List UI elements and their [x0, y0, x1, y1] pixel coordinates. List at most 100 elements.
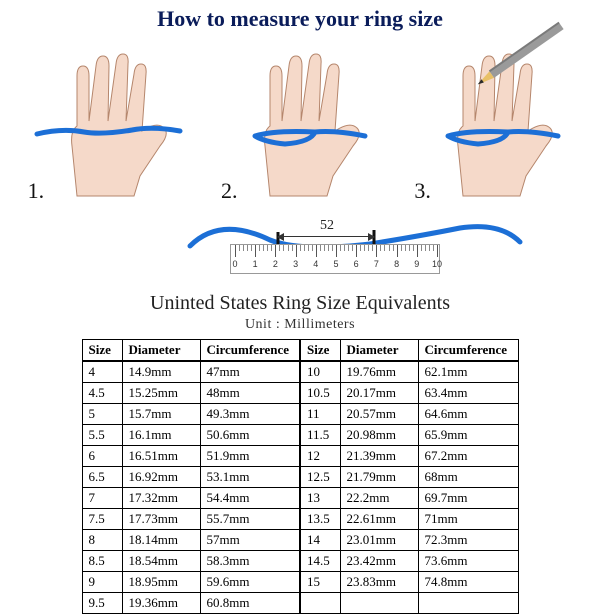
table-cell: 6	[82, 446, 122, 467]
table-cell: 53.1mm	[200, 467, 300, 488]
table-cell: 7.5	[82, 509, 122, 530]
table-cell: 69.7mm	[418, 488, 518, 509]
ruler-label: 8	[394, 259, 399, 269]
table-cell: 12.5	[300, 467, 340, 488]
hand-step3-icon	[408, 36, 578, 206]
table-cell: 18.54mm	[122, 551, 200, 572]
table-header-row: Size Diameter Circumference Size Diamete…	[82, 340, 518, 362]
table-cell: 23.42mm	[340, 551, 418, 572]
th-diameter-1: Diameter	[122, 340, 200, 362]
table-cell: 15	[300, 572, 340, 593]
steps-row: 1. 2. 3.	[0, 36, 600, 206]
table-cell: 22.61mm	[340, 509, 418, 530]
page-title: How to measure your ring size	[0, 0, 600, 32]
table-cell: 57mm	[200, 530, 300, 551]
table-cell: 68mm	[418, 467, 518, 488]
table-cell: 49.3mm	[200, 404, 300, 425]
table-cell: 64.6mm	[418, 404, 518, 425]
table-cell: 18.95mm	[122, 572, 200, 593]
table-cell: 12	[300, 446, 340, 467]
hand-step1-icon	[22, 36, 192, 206]
table-cell: 72.3mm	[418, 530, 518, 551]
table-cell: 16.1mm	[122, 425, 200, 446]
table-cell: 4.5	[82, 383, 122, 404]
table-cell: 65.9mm	[418, 425, 518, 446]
table-row: 8.518.54mm58.3mm14.523.42mm73.6mm	[82, 551, 518, 572]
table-cell: 62.1mm	[418, 361, 518, 383]
table-cell: 67.2mm	[418, 446, 518, 467]
table-cell: 19.76mm	[340, 361, 418, 383]
ruler-label: 5	[333, 259, 338, 269]
step-2: 2.	[215, 36, 385, 206]
table-row: 818.14mm57mm1423.01mm72.3mm	[82, 530, 518, 551]
ruler-label: 6	[354, 259, 359, 269]
th-diameter-2: Diameter	[340, 340, 418, 362]
table-cell: 6.5	[82, 467, 122, 488]
table-cell: 23.83mm	[340, 572, 418, 593]
table-row: 5.516.1mm50.6mm11.520.98mm65.9mm	[82, 425, 518, 446]
size-table: Size Diameter Circumference Size Diamete…	[82, 339, 519, 614]
table-cell: 8	[82, 530, 122, 551]
table-cell: 13.5	[300, 509, 340, 530]
table-cell: 5.5	[82, 425, 122, 446]
table-row: 717.32mm54.4mm1322.2mm69.7mm	[82, 488, 518, 509]
measure-value: 52	[320, 218, 334, 234]
table-cell	[418, 593, 518, 614]
th-circumference-1: Circumference	[200, 340, 300, 362]
table-cell: 23.01mm	[340, 530, 418, 551]
table-cell: 21.79mm	[340, 467, 418, 488]
table-cell: 19.36mm	[122, 593, 200, 614]
ruler-icon: 012345678910	[230, 244, 440, 274]
table-title: Uninted States Ring Size Equivalents	[0, 292, 600, 315]
ruler-label: 0	[232, 259, 237, 269]
table-cell: 73.6mm	[418, 551, 518, 572]
table-row: 6.516.92mm53.1mm12.521.79mm68mm	[82, 467, 518, 488]
table-cell: 47mm	[200, 361, 300, 383]
table-row: 918.95mm59.6mm1523.83mm74.8mm	[82, 572, 518, 593]
table-row: 9.519.36mm60.8mm	[82, 593, 518, 614]
table-cell: 63.4mm	[418, 383, 518, 404]
th-circumference-2: Circumference	[418, 340, 518, 362]
table-row: 414.9mm47mm1019.76mm62.1mm	[82, 361, 518, 383]
table-row: 7.517.73mm55.7mm13.522.61mm71mm	[82, 509, 518, 530]
step-3-label: 3.	[414, 178, 431, 204]
table-cell: 58.3mm	[200, 551, 300, 572]
ruler-label: 2	[273, 259, 278, 269]
ruler-section: 52 012345678910	[0, 208, 600, 288]
table-cell: 20.57mm	[340, 404, 418, 425]
table-cell: 14.9mm	[122, 361, 200, 383]
table-cell: 10.5	[300, 383, 340, 404]
table-cell: 18.14mm	[122, 530, 200, 551]
ruler-label: 3	[293, 259, 298, 269]
table-cell: 71mm	[418, 509, 518, 530]
table-cell: 59.6mm	[200, 572, 300, 593]
table-row: 616.51mm51.9mm1221.39mm67.2mm	[82, 446, 518, 467]
table-cell: 15.25mm	[122, 383, 200, 404]
table-cell: 13	[300, 488, 340, 509]
table-cell: 14	[300, 530, 340, 551]
table-cell: 10	[300, 361, 340, 383]
table-cell: 9.5	[82, 593, 122, 614]
step-1: 1.	[22, 36, 192, 206]
table-cell: 22.2mm	[340, 488, 418, 509]
table-cell: 5	[82, 404, 122, 425]
table-cell: 60.8mm	[200, 593, 300, 614]
table-cell: 7	[82, 488, 122, 509]
table-cell: 11.5	[300, 425, 340, 446]
table-cell: 9	[82, 572, 122, 593]
measure-arrow-icon	[278, 236, 374, 237]
step-1-label: 1.	[28, 178, 45, 204]
table-unit: Unit : Millimeters	[0, 317, 600, 333]
table-cell: 21.39mm	[340, 446, 418, 467]
table-cell	[340, 593, 418, 614]
table-cell: 54.4mm	[200, 488, 300, 509]
table-cell: 14.5	[300, 551, 340, 572]
table-cell: 50.6mm	[200, 425, 300, 446]
table-row: 515.7mm49.3mm1120.57mm64.6mm	[82, 404, 518, 425]
table-cell	[300, 593, 340, 614]
ruler-label: 4	[313, 259, 318, 269]
table-cell: 55.7mm	[200, 509, 300, 530]
ruler-label: 9	[414, 259, 419, 269]
ruler-label: 7	[374, 259, 379, 269]
ruler-label: 10	[432, 259, 442, 269]
